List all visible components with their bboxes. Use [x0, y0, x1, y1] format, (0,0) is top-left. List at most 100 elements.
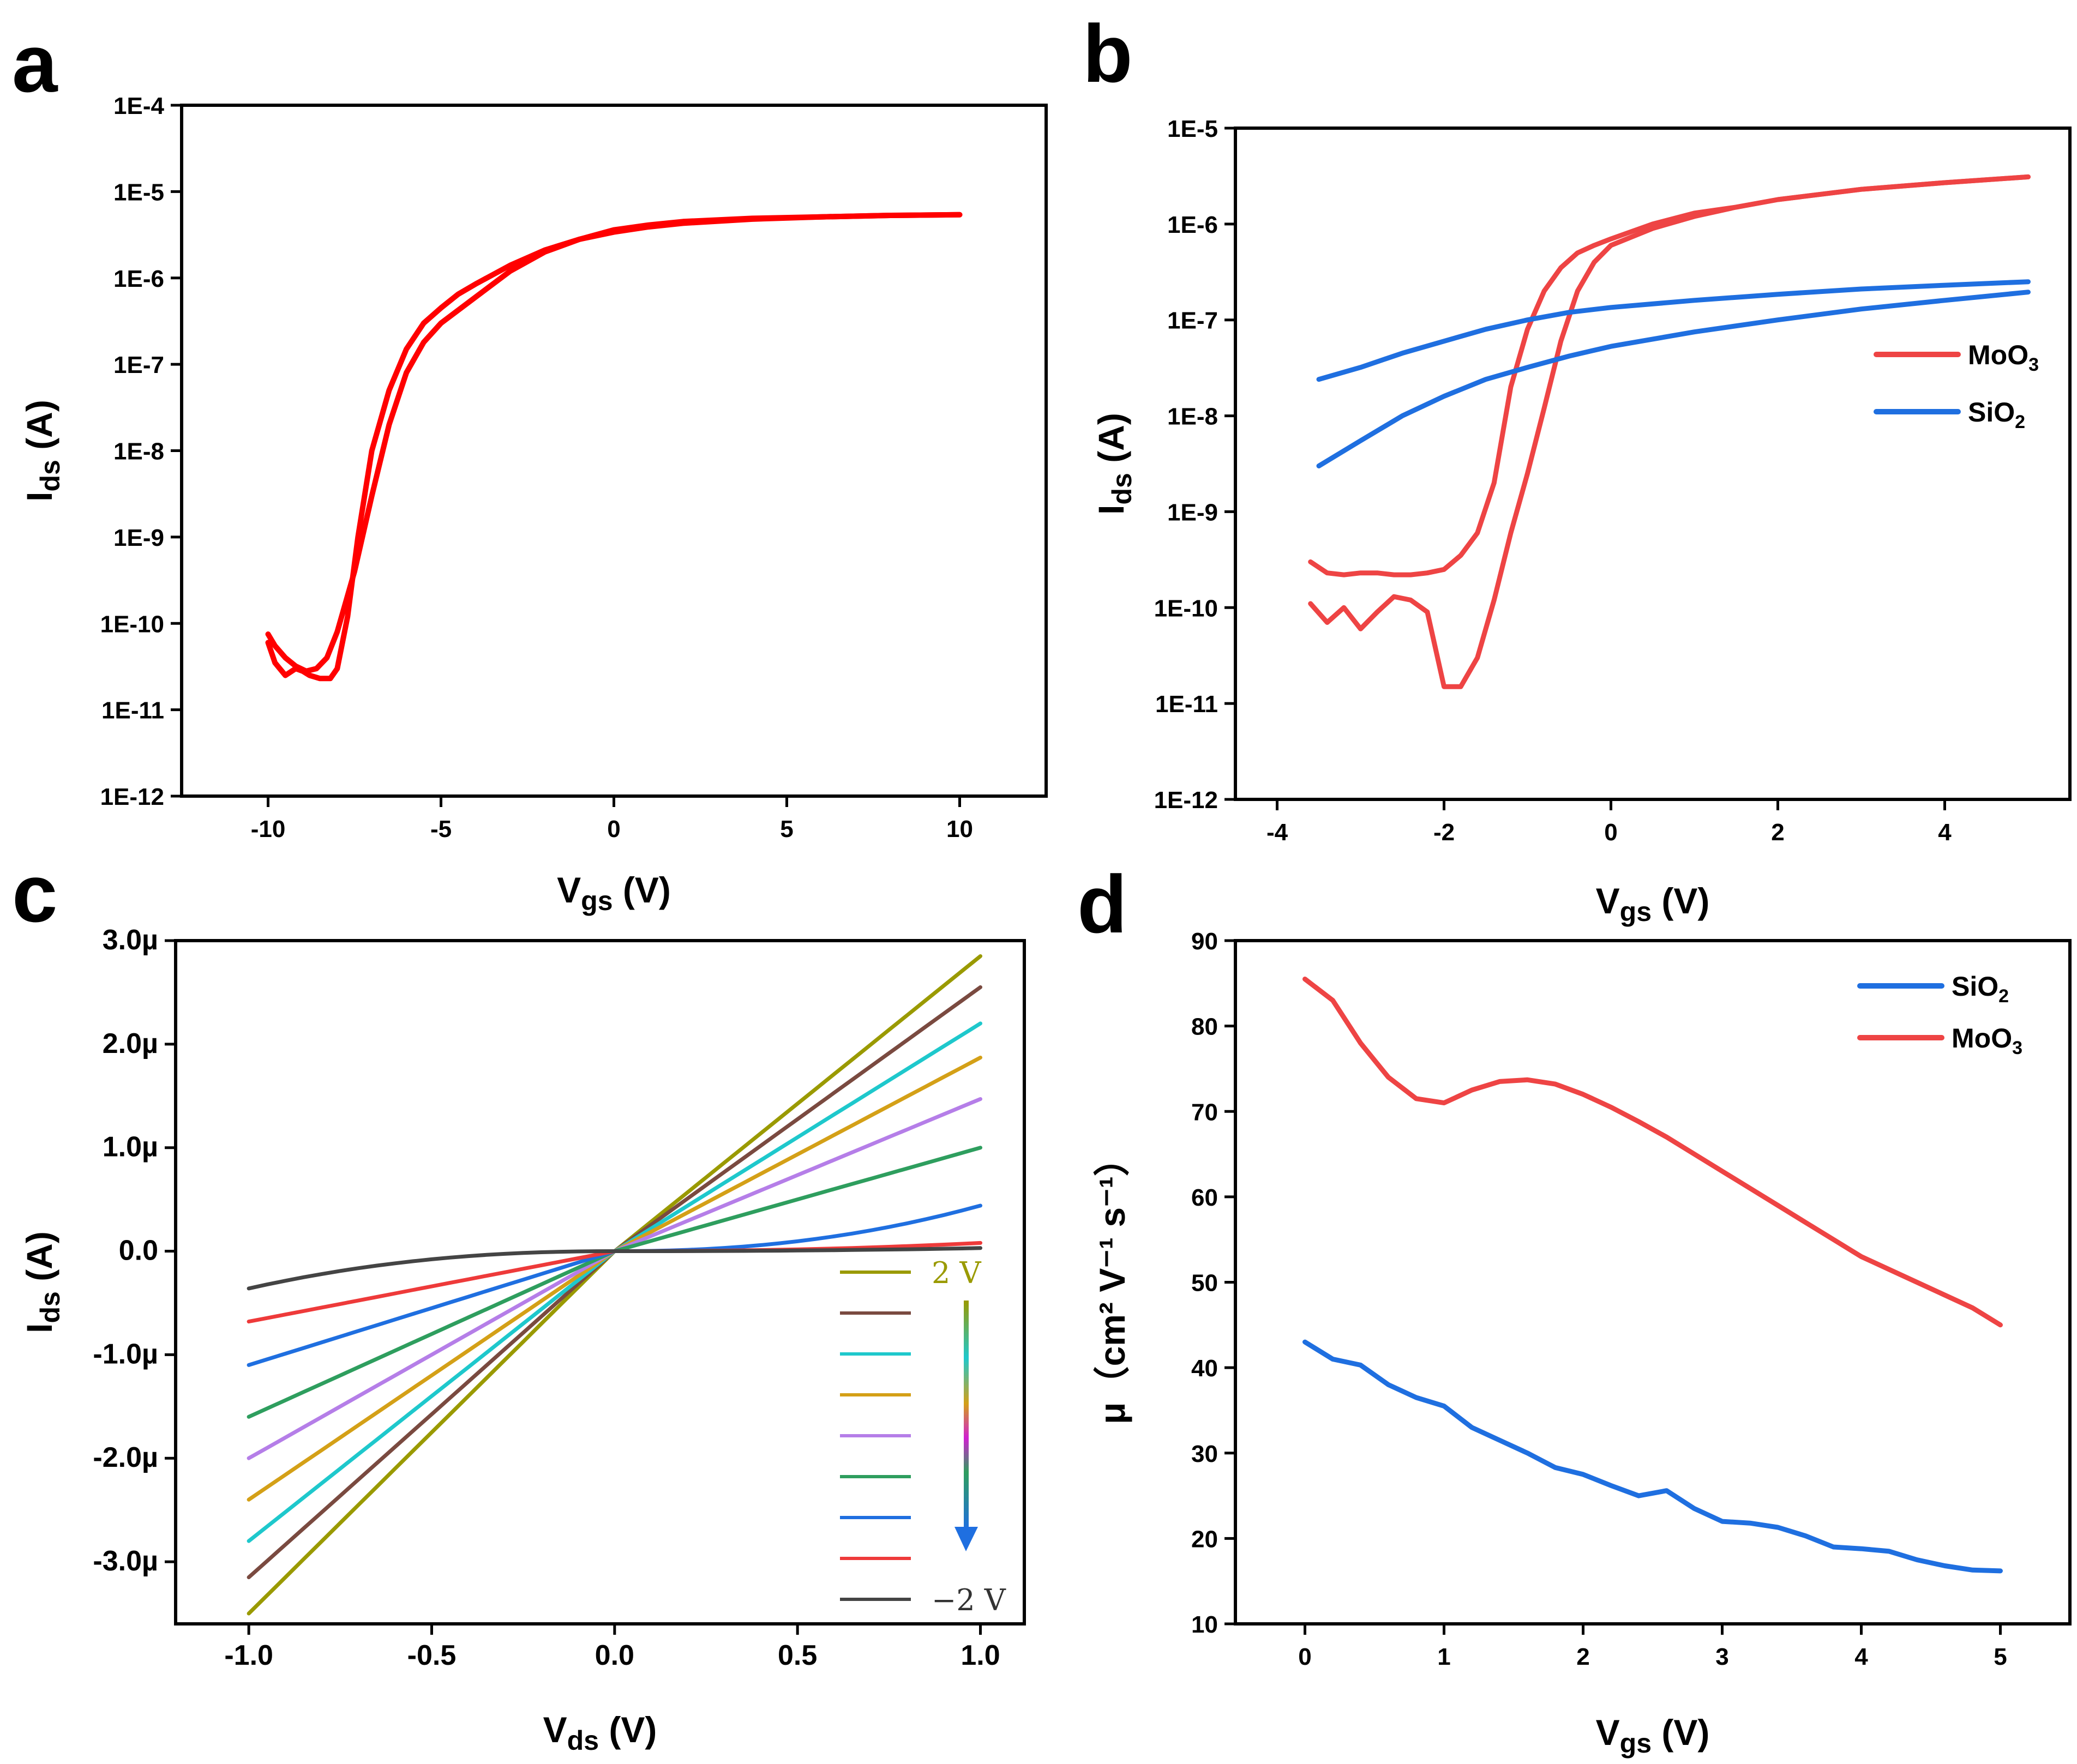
- panel-c-ytick-label: 3.0µ: [103, 924, 158, 956]
- panel-c-frame: [174, 939, 1026, 1625]
- panel-b-letter: b: [1083, 8, 1133, 99]
- panel-a-xtick-label: 5: [780, 816, 793, 842]
- panel-b-legend-sub: 3: [2028, 354, 2039, 375]
- panel-b-legend-label: SiO2: [1968, 397, 2025, 432]
- panel-a-xlabel-main: V: [557, 870, 581, 910]
- panel-d-ytick-label: 60: [1191, 1184, 1218, 1211]
- panel-a-curve-forward: [265, 212, 963, 682]
- panel-c-curve-1 V: [247, 1021, 982, 1543]
- panel-c-xlabel: Vds (V): [543, 1709, 657, 1756]
- panel-d-legend-sub: 2: [1998, 986, 2009, 1007]
- panel-a-xtick-label: -10: [251, 816, 286, 842]
- panel-a-ytick-label: 1E-9: [113, 525, 164, 551]
- panel-b-curve: [1316, 290, 2031, 468]
- panel-c-ytick-label: -3.0µ: [93, 1545, 158, 1577]
- panel-c-curve-0.5 V: [247, 1056, 982, 1502]
- panel-c-curve-1.5 V: [247, 985, 982, 1580]
- panel-b-chart: -4 -2 0 2 4 1E-12 1E-11 1E-10 1E-9 1E-8 1E-7 1E-6 1E…: [1091, 116, 2072, 927]
- panel-c-ytick-label: -2.0µ: [93, 1442, 158, 1473]
- panel-c-legend-top-label: 2 V: [932, 1256, 982, 1290]
- panel-d-xlabel-sub: gs: [1620, 1728, 1652, 1759]
- panel-a-ytick-label: 1E-10: [100, 611, 164, 637]
- panel-d-legend-sub: 3: [2012, 1038, 2022, 1058]
- panel-b-xlabel-main: V: [1596, 881, 1620, 921]
- panel-c-ylabel-sub: ds: [35, 1291, 65, 1323]
- panel-b-ytick-label: 1E-9: [1167, 499, 1218, 526]
- panel-d-ytick-label: 10: [1191, 1611, 1218, 1638]
- panel-b-ytick-label: 1E-5: [1167, 116, 1218, 142]
- panel-b-curve: [1316, 279, 2031, 382]
- panel-b-curve: [1308, 174, 2031, 689]
- panel-c-xlabel-sub: ds: [567, 1725, 599, 1756]
- panel-c-ytick-label: -1.0µ: [93, 1338, 158, 1370]
- panel-d-legend-label: SiO2: [1952, 971, 2009, 1007]
- panel-d-xtick-label: 0: [1298, 1643, 1311, 1670]
- panel-d-ytick-label: 20: [1191, 1526, 1218, 1552]
- panel-a-ytick-label: 1E-7: [113, 352, 164, 378]
- panel-a-xtick-label: -5: [430, 816, 452, 842]
- panel-a-xlabel: Vgs (V): [557, 870, 671, 916]
- panel-b-ytick-label: 1E-11: [1155, 691, 1218, 718]
- panel-d-chart: 0 1 2 3 4 5 10 20 30 40 50 60 70 80 90 Vgs (V) μ（cm² V⁻¹…: [1092, 928, 2072, 1759]
- panel-a-ylabel-main: I: [19, 491, 59, 501]
- panel-c-chart: -1.0 -0.5 0.0 0.5 1.0 -3.0µ -2.0µ -1.0µ 0.0 1.0µ 2…: [19, 924, 1026, 1756]
- panel-b-curve: [1308, 174, 2031, 577]
- panel-b-legend-sub: 2: [2015, 412, 2025, 432]
- panel-a-chart: -10 -5 0 5 10 1E-12 1E-11 1E-10 1E-9 1E-8 1E-7 1E-6…: [19, 93, 1048, 916]
- panel-a-ytick-label: 1E-6: [113, 266, 164, 292]
- panel-c-xtick-label: 0.0: [595, 1640, 634, 1671]
- panel-a-ylabel-unit: (A): [19, 400, 59, 460]
- panel-b-xlabel-unit: (V): [1652, 881, 1709, 921]
- panel-b-ylabel: Ids (A): [1091, 413, 1137, 515]
- panel-b-ytick-label: 1E-12: [1154, 787, 1218, 814]
- panel-a-ytick-label: 1E-12: [100, 784, 164, 810]
- panel-a-ytick-label: 1E-11: [101, 697, 164, 724]
- panel-a-xlabel-sub: gs: [581, 886, 613, 916]
- panel-d-letter: d: [1077, 858, 1127, 950]
- panel-b-ylabel-sub: ds: [1107, 473, 1137, 504]
- panel-c-legend-bottom-label: −2 V: [932, 1583, 1006, 1617]
- panel-c-arrow-shaft: [964, 1301, 969, 1530]
- panel-a-xtick-label: 10: [946, 816, 973, 842]
- panel-b-xtick-label: 0: [1604, 819, 1617, 846]
- panel-a-ytick-label: 1E-4: [113, 93, 164, 119]
- panel-c-ytick-label: 1.0µ: [103, 1131, 158, 1163]
- panel-b-xtick-label: -4: [1266, 819, 1288, 846]
- panel-d-curve-MoO3: [1302, 977, 2003, 1328]
- panel-d-xtick-label: 4: [1854, 1643, 1868, 1670]
- panel-c-xtick-label: -1.0: [224, 1640, 273, 1671]
- panel-b-frame: [1234, 127, 2072, 801]
- panel-d-ytick-label: 30: [1191, 1441, 1218, 1467]
- panel-b-legend-label: MoO3: [1968, 340, 2039, 375]
- panel-d-ytick-label: 40: [1191, 1355, 1218, 1382]
- panel-a-letter: a: [12, 17, 58, 109]
- panel-c-xtick-label: 0.5: [778, 1640, 817, 1671]
- panel-d-legend-main: SiO: [1952, 971, 1998, 1002]
- panel-b-xlabel: Vgs (V): [1596, 881, 1710, 927]
- panel-a-curve-reverse: [265, 212, 963, 674]
- panel-c-ylabel-unit: (A): [19, 1231, 59, 1291]
- panel-d-xlabel: Vgs (V): [1596, 1712, 1710, 1759]
- panel-c-curve--0.5 V: [247, 1146, 982, 1419]
- panel-a-ylabel: Ids (A): [19, 400, 65, 502]
- panel-c-curve-2 V: [247, 954, 982, 1616]
- panel-c-ytick-label: 0.0: [119, 1235, 158, 1267]
- panel-b-ylabel-unit: (A): [1091, 413, 1131, 473]
- panel-c-letter: c: [12, 847, 57, 939]
- panel-d-xtick-label: 5: [1994, 1643, 2007, 1670]
- panel-c-ytick-label: 2.0µ: [103, 1028, 158, 1059]
- panel-c-xtick-label: 1.0: [961, 1640, 1000, 1671]
- panel-b-xtick-label: 4: [1938, 819, 1952, 846]
- panel-b-xtick-label: -2: [1433, 819, 1455, 846]
- panel-d-ytick-label: 90: [1191, 928, 1218, 955]
- panel-a-ylabel-sub: ds: [35, 460, 65, 491]
- panel-a-ytick-label: 1E-5: [113, 179, 164, 206]
- panel-b-xlabel-sub: gs: [1620, 896, 1652, 927]
- panel-c-xlabel-unit: (V): [599, 1709, 657, 1750]
- panel-b-ytick-label: 1E-7: [1167, 308, 1218, 334]
- panel-d-curve-SiO2: [1302, 1339, 2003, 1574]
- panel-c-curve--2 V: [247, 1246, 982, 1291]
- panel-c-curve--1 V: [247, 1203, 982, 1367]
- panel-c-xtick-label: -0.5: [407, 1640, 457, 1671]
